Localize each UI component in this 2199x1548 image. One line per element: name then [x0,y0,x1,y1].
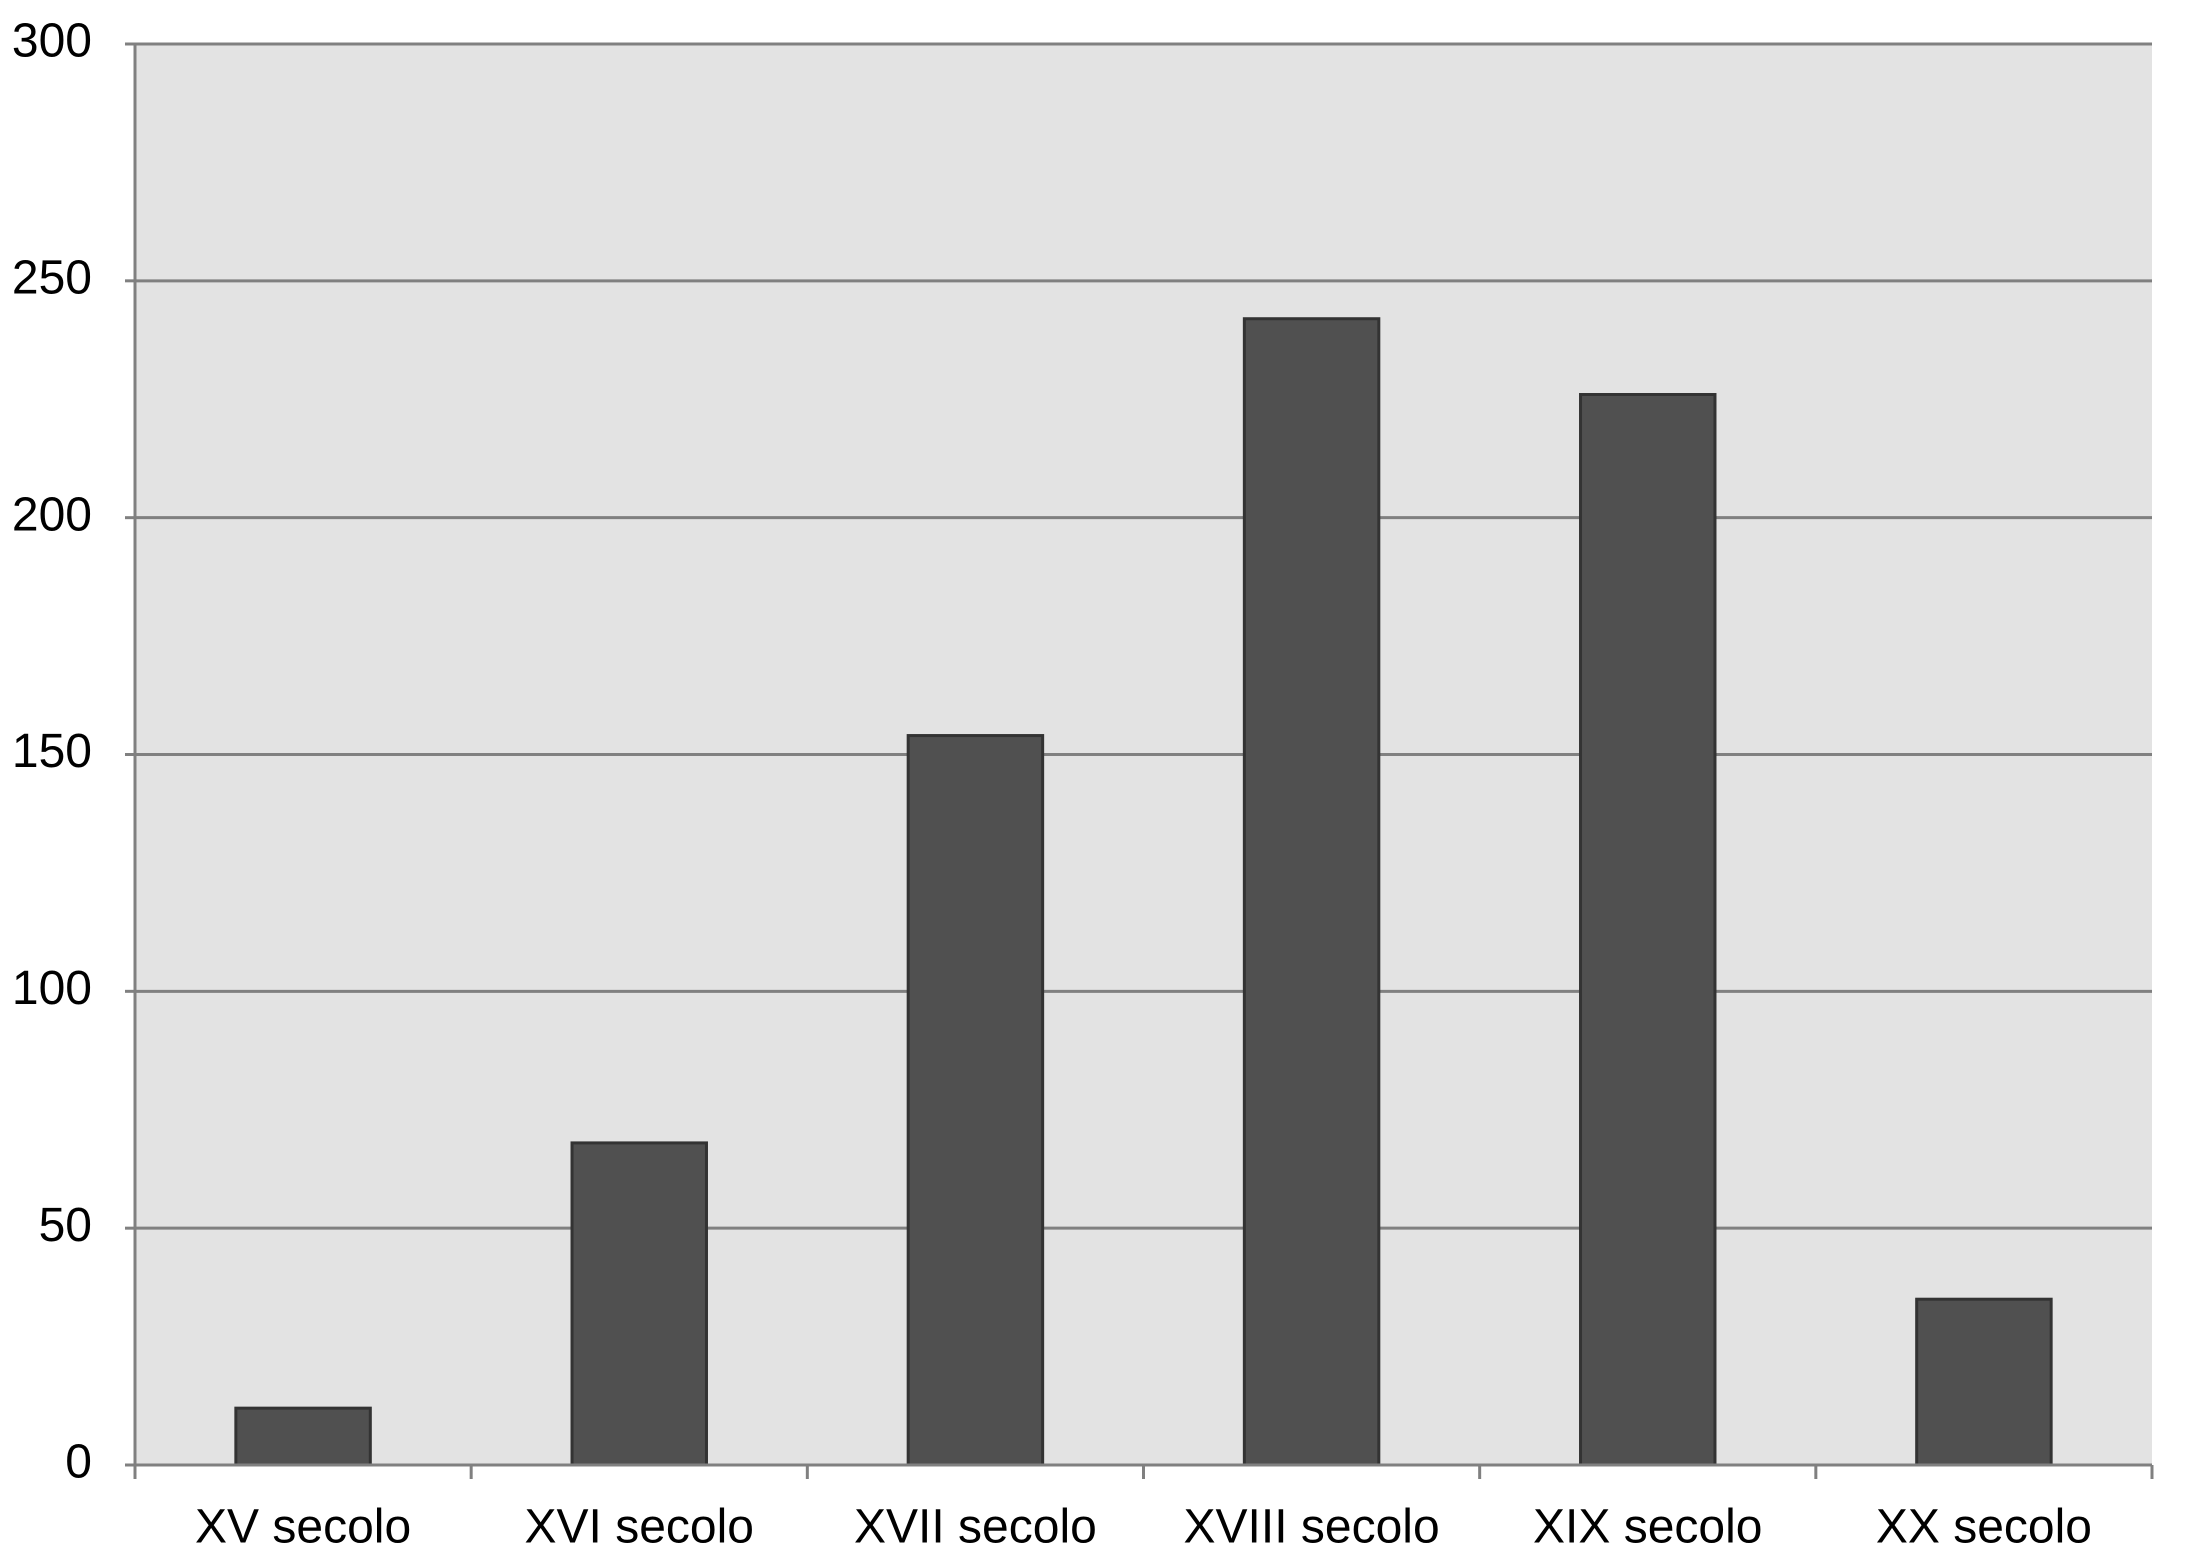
bar [570,1141,708,1467]
bar [1242,317,1381,1467]
x-tick-label: XX secolo [1876,1501,2092,1548]
x-tick-label: XVII secolo [854,1501,1097,1548]
bar [1915,1297,2053,1467]
y-tick-label: 250 [12,252,92,305]
x-tick-label: XV secolo [195,1501,411,1548]
y-tick-label: 50 [39,1199,92,1252]
bar [1579,393,1717,1467]
y-tick-label: 300 [12,15,92,68]
bar [906,734,1045,1467]
y-tick-label: 100 [12,962,92,1015]
y-tick-label: 200 [12,488,92,541]
x-tick-label: XVI secolo [525,1501,754,1548]
x-tick-label: XIX secolo [1533,1501,1762,1548]
y-tick-label: 0 [65,1436,92,1489]
x-tick-label: XVIII secolo [1184,1501,1440,1548]
bar [234,1406,372,1467]
y-tick-label: 150 [12,725,92,778]
